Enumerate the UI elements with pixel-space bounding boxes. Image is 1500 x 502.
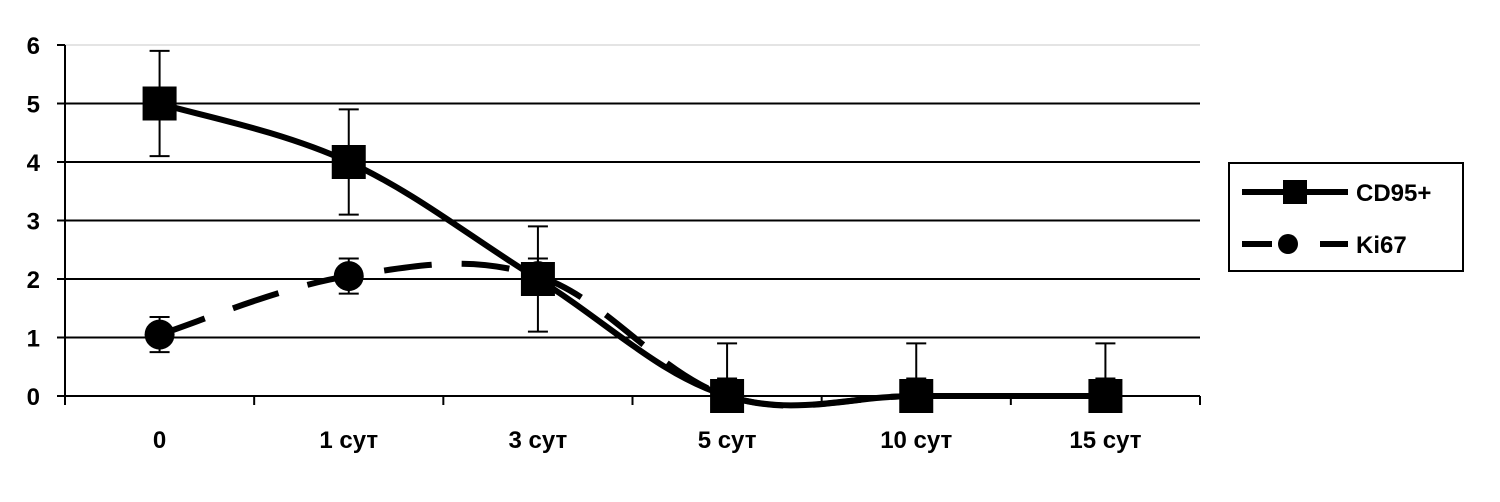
- series: [142, 49, 1123, 413]
- series-line: [158, 100, 1106, 409]
- series-cd95: [142, 49, 1123, 413]
- data-point: [899, 379, 934, 413]
- legend-marker: [1278, 234, 1298, 254]
- y-tick-label: 2: [27, 267, 40, 294]
- x-tick-label: 0: [153, 427, 166, 454]
- y-tick-label: 3: [27, 209, 40, 236]
- data-point: [1088, 379, 1123, 413]
- axes: 0 1 2 3 4 5 6 0 1 сут 3 сут 5 сут 10 сут 15 сут: [27, 33, 1201, 454]
- x-tick-label: 1 сут: [319, 427, 378, 454]
- x-tick-label: 3 сут: [509, 427, 568, 454]
- grid-lines: [65, 44, 1200, 339]
- data-point: [142, 86, 177, 121]
- x-tick-label: 10 сут: [880, 427, 952, 454]
- legend-box: [1228, 162, 1464, 272]
- x-tick-label: 5 сут: [698, 427, 757, 454]
- data-point: [710, 379, 745, 413]
- legend: CD95+ Ki67: [1228, 162, 1464, 272]
- y-tick-label: 4: [27, 150, 41, 177]
- legend-label: CD95+: [1356, 180, 1431, 207]
- legend-marker: [1283, 180, 1307, 204]
- data-point: [520, 262, 555, 296]
- series-line: [158, 260, 1106, 409]
- data-point: [331, 145, 366, 179]
- y-tick-label: 1: [27, 326, 40, 353]
- y-tick-label: 6: [27, 33, 40, 60]
- x-tick-label: 15 сут: [1069, 427, 1141, 454]
- y-tick-label: 5: [27, 92, 40, 119]
- data-point: [333, 261, 364, 292]
- data-point: [144, 319, 175, 350]
- legend-label: Ki67: [1356, 232, 1407, 259]
- series-ki67: [144, 257, 1121, 411]
- y-tick-label: 0: [27, 384, 40, 411]
